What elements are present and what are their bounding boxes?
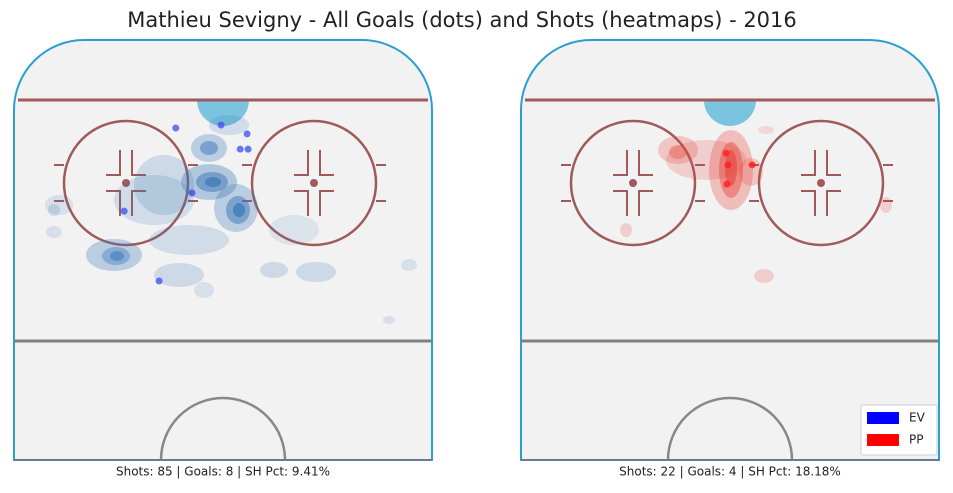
panel-caption: Shots: 85 | Goals: 8 | SH Pct: 9.41% (116, 465, 330, 479)
shot-heatmap (754, 269, 774, 283)
rink-panel (13, 39, 433, 461)
shot-heatmap (46, 226, 62, 238)
hash-marks (561, 150, 705, 216)
hash-marks (54, 150, 198, 216)
shot-heatmap (200, 141, 218, 155)
center-circle (159, 396, 287, 461)
shot-heatmap (209, 115, 249, 135)
shot-heatmap (620, 223, 632, 237)
shot-heatmap (260, 262, 288, 278)
legend-label: EV (909, 411, 926, 425)
shot-heatmap (269, 215, 319, 245)
goal-dot (724, 161, 732, 169)
faceoff-dot (817, 179, 825, 187)
legend-swatch (867, 434, 899, 446)
goal-dot (188, 189, 196, 197)
shot-heatmap (669, 145, 687, 159)
shot-heatmap (134, 155, 194, 215)
shot-heatmap (48, 204, 60, 216)
goal-dot (723, 180, 731, 188)
rink-boards (520, 39, 940, 461)
panel-caption: Shots: 22 | Goals: 4 | SH Pct: 18.18% (619, 465, 841, 479)
shot-heatmap (880, 197, 892, 213)
faceoff-circle (757, 119, 885, 247)
goal-dot (172, 124, 180, 132)
faceoff-dot (629, 179, 637, 187)
rink-panel (520, 39, 940, 461)
shot-heatmap (739, 158, 763, 186)
goal-dot (722, 149, 730, 157)
legend-swatch (867, 412, 899, 424)
goal-dot (120, 207, 128, 215)
shot-heatmap (758, 126, 774, 134)
shot-heatmap (725, 150, 737, 186)
goal-dot (748, 161, 756, 169)
shot-heatmap (110, 251, 124, 261)
center-circle (666, 396, 794, 461)
goal-crease (704, 100, 756, 126)
goal-dot (243, 130, 251, 138)
faceoff-dot (122, 179, 130, 187)
faceoff-circle (62, 119, 190, 247)
shot-heatmap (401, 259, 417, 271)
figure-title: Mathieu Sevigny - All Goals (dots) and S… (127, 8, 797, 32)
shot-heatmap (194, 282, 214, 298)
goal-dot (155, 277, 163, 285)
faceoff-circle (569, 119, 697, 247)
faceoff-dot (310, 179, 318, 187)
shot-heatmap (658, 136, 698, 164)
goal-dot (236, 145, 244, 153)
shot-heatmap (383, 316, 395, 324)
shot-heatmap (154, 263, 204, 287)
goal-dot (244, 145, 252, 153)
shot-heatmap (114, 175, 194, 225)
shot-heatmap (233, 203, 245, 217)
shot-heatmap (205, 177, 221, 187)
shot-heatmap (296, 262, 336, 282)
legend-label: PP (909, 433, 923, 447)
rink-boards (13, 39, 433, 461)
faceoff-circle (250, 119, 378, 247)
goal-crease (197, 100, 249, 126)
shot-heatmap (45, 195, 73, 215)
shot-heatmap (149, 225, 229, 255)
goal-dot (217, 121, 225, 129)
